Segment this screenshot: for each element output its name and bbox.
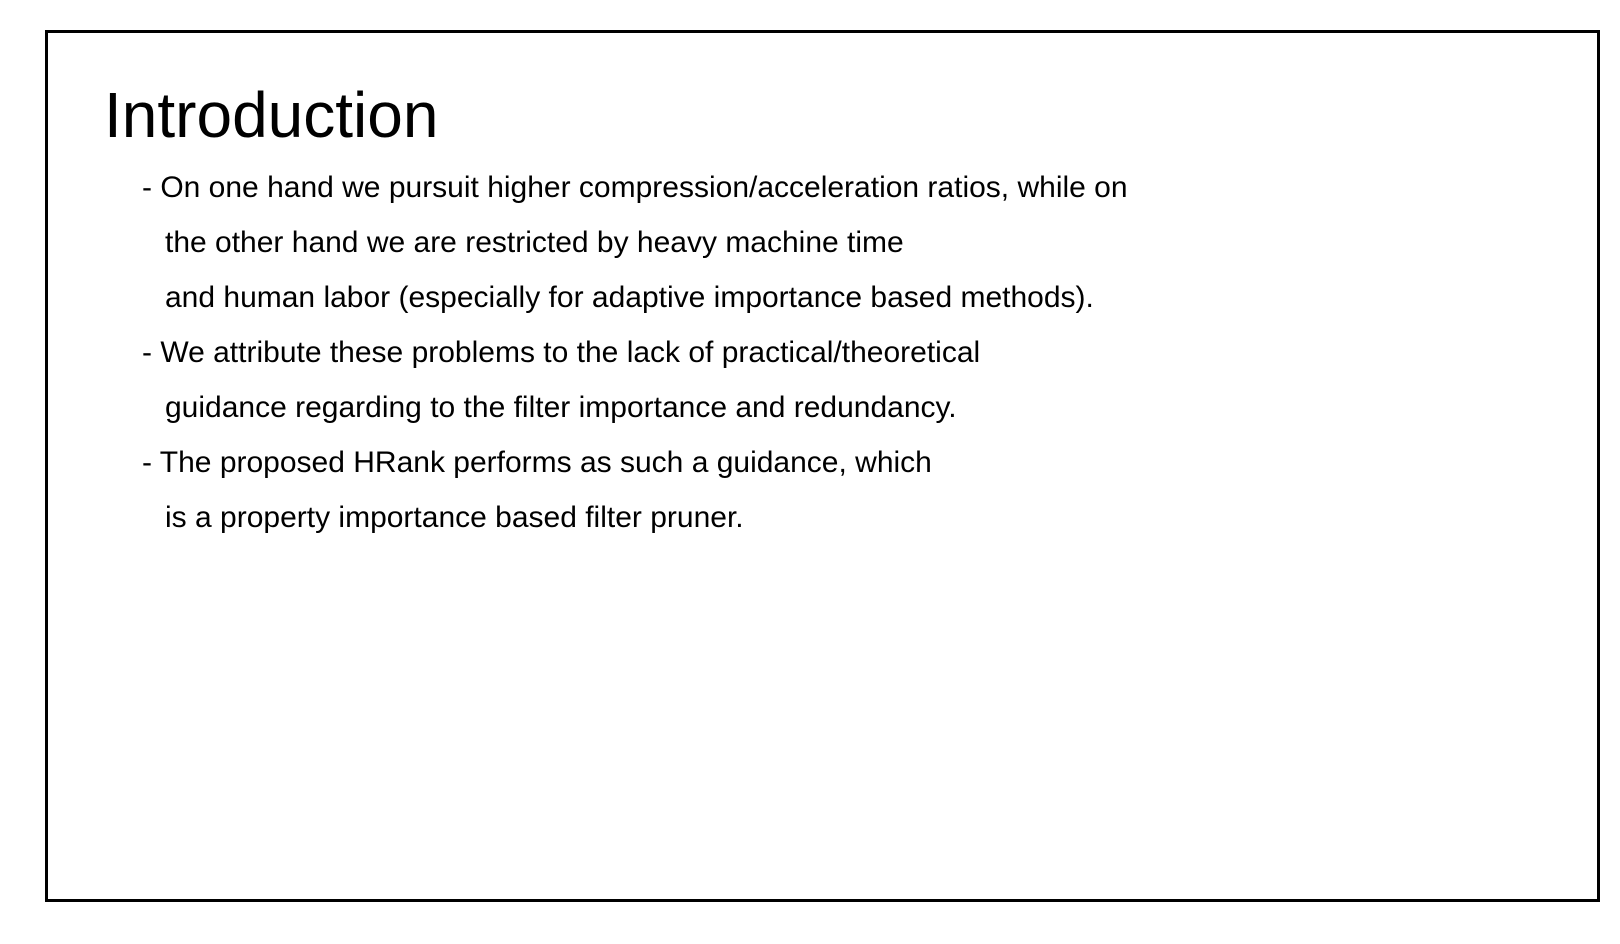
slide-title: Introduction [104, 79, 439, 151]
bullet-1-line-3: and human labor (especially for adaptive… [165, 281, 1094, 314]
bullet-2-line-1: - We attribute these problems to the lac… [142, 336, 981, 369]
bullet-1-line-2: the other hand we are restricted by heav… [165, 226, 904, 259]
bullet-2-line-2: guidance regarding to the filter importa… [165, 391, 957, 424]
bullet-1-line-1: - On one hand we pursuit higher compress… [142, 171, 1128, 204]
bullet-3-line-1: - The proposed HRank performs as such a … [142, 446, 932, 479]
bullet-3-line-2: is a property importance based filter pr… [165, 501, 744, 534]
slide-frame: Introduction - On one hand we pursuit hi… [45, 30, 1600, 902]
